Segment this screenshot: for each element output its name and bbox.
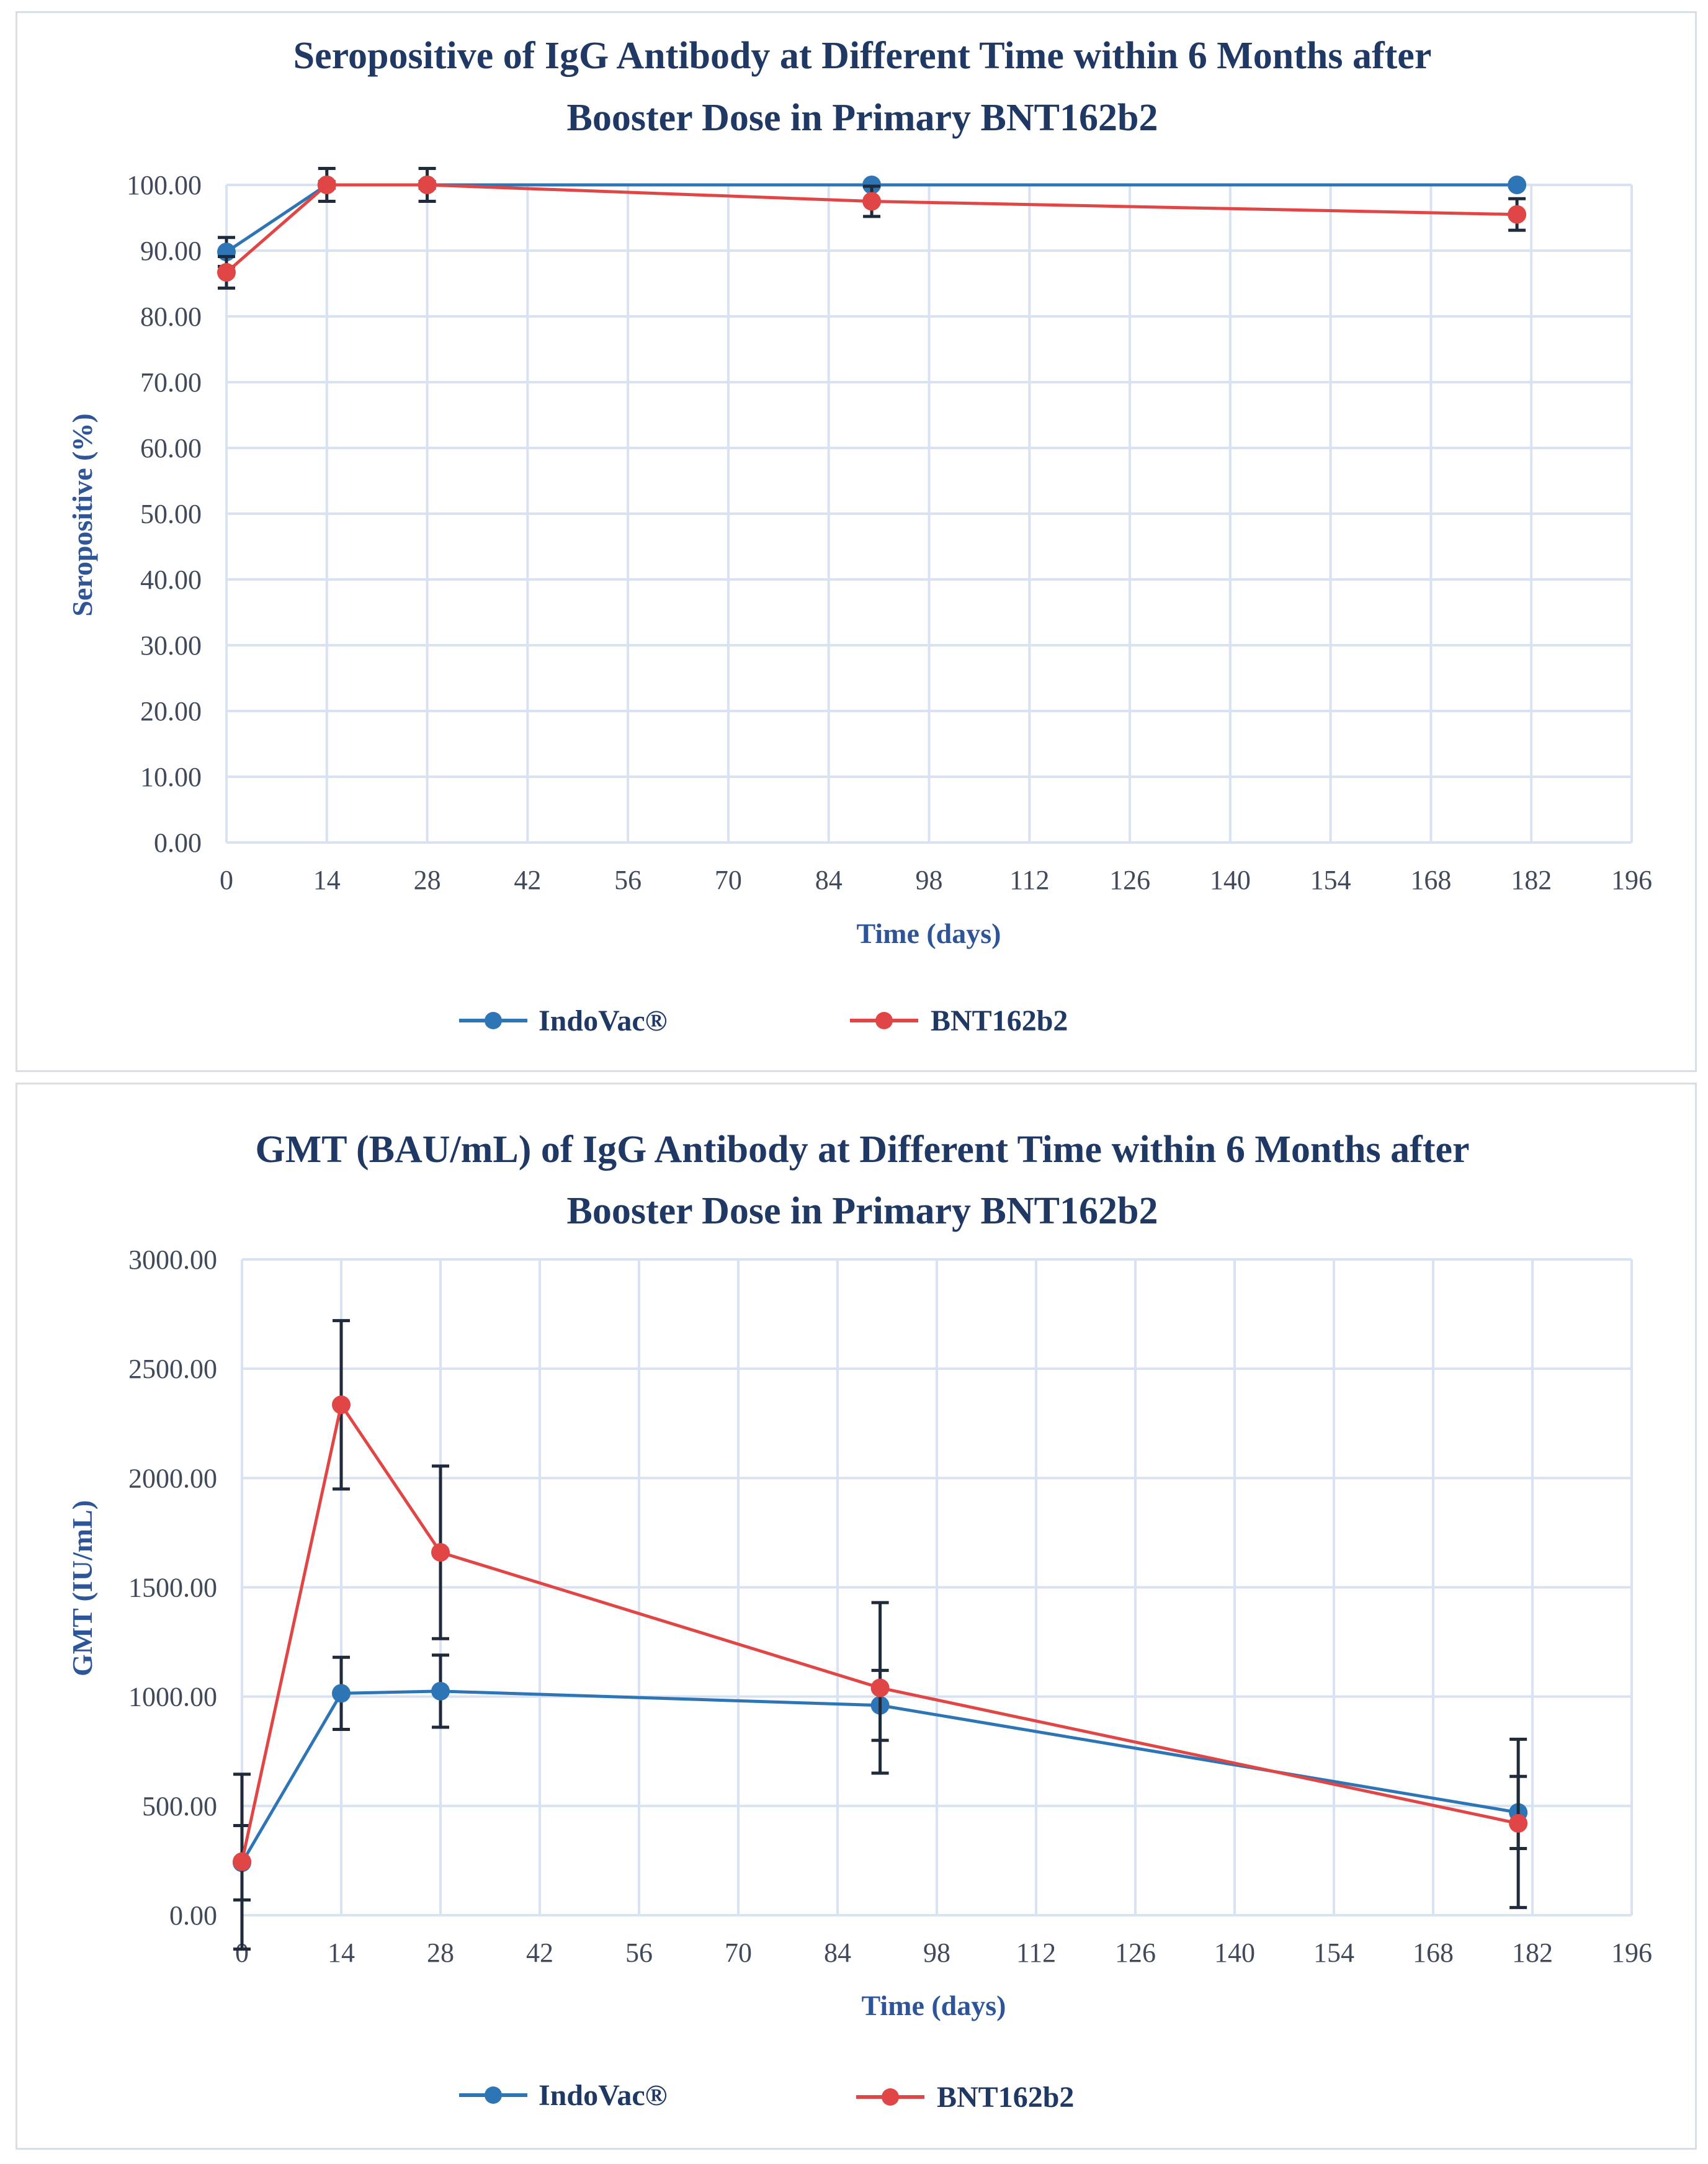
y-tick-label: 20.00 xyxy=(140,696,202,727)
y-tick-label: 10.00 xyxy=(140,762,202,792)
legend-label-bnt162b2: BNT162b2 xyxy=(937,2081,1074,2114)
x-tick-label: 0 xyxy=(220,865,233,895)
x-axis-label: Time (days) xyxy=(857,918,1001,949)
y-tick-label: 1000.00 xyxy=(128,1682,217,1712)
seropositive-chart-panel xyxy=(16,11,1697,1072)
legend: IndoVac® BNT162b2 xyxy=(459,2079,1074,2114)
y-tick-label: 60.00 xyxy=(140,433,202,463)
x-tick-label: 14 xyxy=(328,1938,355,1968)
y-tick-label: 100.00 xyxy=(127,170,202,200)
x-tick-label: 112 xyxy=(1009,865,1049,895)
y-axis-label: GMT (IU/mL) xyxy=(66,1500,98,1676)
series-layer xyxy=(233,1319,1528,1951)
y-tick-label: 70.00 xyxy=(140,367,202,398)
legend-item-indovac: IndoVac® xyxy=(459,1004,668,1037)
x-tick-label: 98 xyxy=(923,1938,950,1968)
series-layer xyxy=(217,167,1527,290)
legend-marker-bnt162b2 xyxy=(882,2088,899,2106)
x-tick-label: 98 xyxy=(916,865,943,895)
data-point xyxy=(1508,205,1527,224)
x-tick-label: 168 xyxy=(1410,865,1451,895)
y-tick-labels: 0.00 500.00 1000.00 1500.00 2000.00 2500.00 30… xyxy=(128,1245,217,1931)
legend-marker-indovac xyxy=(485,2086,502,2104)
y-tick-label: 30.00 xyxy=(140,630,202,661)
chart-title-line-1: Seropositive of IgG Antibody at Differen… xyxy=(293,35,1432,77)
data-point xyxy=(332,1684,351,1703)
data-point xyxy=(431,1543,450,1562)
y-tick-label: 90.00 xyxy=(140,236,202,266)
x-tick-label: 70 xyxy=(715,865,742,895)
x-tick-label: 168 xyxy=(1413,1938,1454,1968)
data-point xyxy=(1508,176,1527,194)
x-tick-label: 56 xyxy=(625,1938,653,1968)
legend-marker-bnt162b2 xyxy=(875,1012,893,1029)
chart-title-line-2: Booster Dose in Primary BNT162b2 xyxy=(567,97,1158,139)
data-point xyxy=(332,1395,351,1415)
x-tick-label: 182 xyxy=(1512,1938,1553,1968)
y-tick-label: 0.00 xyxy=(169,1900,217,1931)
legend: IndoVac® BNT162b2 xyxy=(459,1004,1068,1037)
x-tick-label: 42 xyxy=(526,1938,553,1968)
y-tick-label: 2500.00 xyxy=(128,1354,217,1384)
data-point xyxy=(233,1852,251,1871)
gridlines xyxy=(225,184,1633,844)
x-tick-label: 112 xyxy=(1016,1938,1056,1968)
legend-label-indovac: IndoVac® xyxy=(539,1004,668,1037)
seropositive-chart: Seropositive of IgG Antibody at Differen… xyxy=(66,35,1652,1037)
y-axis-label: Seropositive (%) xyxy=(66,413,98,617)
x-tick-label: 42 xyxy=(514,865,541,895)
data-point xyxy=(1509,1814,1528,1833)
data-point xyxy=(418,176,437,194)
legend-item-indovac: IndoVac® xyxy=(459,2079,668,2112)
legend-item-bnt162b2: BNT162b2 xyxy=(850,1004,1068,1037)
y-tick-label: 3000.00 xyxy=(128,1245,217,1275)
y-tick-label: 1500.00 xyxy=(128,1573,217,1603)
chart-title-line-1: GMT (BAU/mL) of IgG Antibody at Differen… xyxy=(256,1129,1470,1171)
x-tick-labels: 0 14 28 42 56 70 84 98 112 126 140 154 168 182 196 xyxy=(220,865,1652,895)
y-tick-label: 500.00 xyxy=(142,1791,217,1822)
data-point xyxy=(217,262,236,282)
x-tick-label: 70 xyxy=(725,1938,752,1968)
legend-marker-indovac xyxy=(485,1012,502,1029)
gridlines xyxy=(241,1258,1633,1916)
x-tick-label: 140 xyxy=(1214,1938,1255,1968)
y-tick-label: 2000.00 xyxy=(128,1463,217,1493)
x-tick-label: 196 xyxy=(1611,1938,1652,1968)
x-tick-label: 182 xyxy=(1511,865,1552,895)
data-point xyxy=(317,176,336,194)
y-tick-label: 40.00 xyxy=(140,565,202,595)
legend-item-bnt162b2: BNT162b2 xyxy=(856,2081,1074,2114)
series-bnt162b2 xyxy=(217,167,1527,290)
x-tick-label: 56 xyxy=(614,865,642,895)
x-tick-label: 126 xyxy=(1115,1938,1156,1968)
x-tick-label: 84 xyxy=(815,865,843,895)
gmt-chart: GMT (BAU/mL) of IgG Antibody at Differen… xyxy=(66,1129,1652,2114)
x-tick-label: 84 xyxy=(824,1938,851,1968)
x-tick-label: 196 xyxy=(1611,865,1652,895)
y-tick-label: 80.00 xyxy=(140,302,202,332)
chart-title-line-2: Booster Dose in Primary BNT162b2 xyxy=(567,1190,1158,1232)
y-tick-label: 50.00 xyxy=(140,499,202,529)
legend-label-indovac: IndoVac® xyxy=(539,2079,668,2112)
x-tick-label: 28 xyxy=(414,865,441,895)
x-tick-label: 14 xyxy=(313,865,341,895)
x-tick-label: 140 xyxy=(1210,865,1251,895)
x-tick-label: 154 xyxy=(1313,1938,1354,1968)
data-point xyxy=(862,192,882,211)
x-axis-label: Time (days) xyxy=(862,1990,1006,2021)
x-tick-label: 126 xyxy=(1109,865,1150,895)
series-bnt162b2 xyxy=(233,1319,1528,1951)
x-tick-label: 28 xyxy=(427,1938,454,1968)
data-point xyxy=(870,1678,890,1697)
y-tick-label: 0.00 xyxy=(154,828,202,858)
y-tick-labels: 0.00 10.00 20.00 30.00 40.00 50.00 60.00 70.00 8… xyxy=(127,170,202,858)
x-tick-label: 154 xyxy=(1310,865,1351,895)
data-point xyxy=(431,1681,450,1701)
x-tick-labels: 0 14 28 42 56 70 84 98 112 126 140 154 168 182 196 xyxy=(235,1938,1652,1968)
legend-label-bnt162b2: BNT162b2 xyxy=(931,1004,1068,1037)
x-tick-label: 0 xyxy=(235,1938,249,1968)
